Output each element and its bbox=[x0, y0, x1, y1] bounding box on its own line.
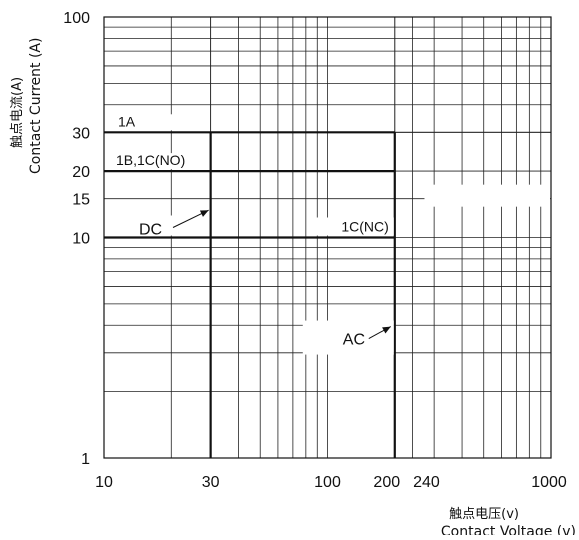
tick-layer: 10 30 100 200 240 1000 1 10 15 20 30 100 bbox=[63, 10, 567, 491]
label-backdrop bbox=[105, 215, 208, 236]
series-label-1a: 1A bbox=[118, 113, 136, 129]
y-axis-title-cn: 触点电流(A) bbox=[10, 77, 25, 148]
ac-arrow-head bbox=[382, 326, 391, 334]
y-tick-label: 100 bbox=[63, 10, 90, 27]
x-tick-label: 1000 bbox=[531, 474, 567, 491]
x-axis-title: Contact Voltage (v) bbox=[441, 524, 576, 535]
y-tick-label: 20 bbox=[72, 164, 90, 181]
y-tick-label: 30 bbox=[72, 125, 90, 142]
annotation-dc: DC bbox=[139, 222, 162, 239]
y-tick-label: 1 bbox=[81, 451, 90, 468]
series-label-1c-nc: 1C(NC) bbox=[341, 219, 388, 235]
label-backdrop bbox=[105, 114, 208, 131]
y-tick-label: 15 bbox=[72, 192, 90, 209]
y-axis-title: Contact Current (A) bbox=[28, 38, 44, 174]
label-layer: 1A 1B,1C(NO) 1C(NC) DC AC 触点电流(A) Contac… bbox=[10, 38, 576, 540]
dc-arrow-head bbox=[199, 210, 209, 217]
x-tick-label: 10 bbox=[95, 474, 113, 491]
label-backdrop bbox=[302, 320, 394, 355]
x-tick-label: 100 bbox=[314, 474, 341, 491]
label-backdrop bbox=[424, 184, 550, 207]
plot-frame bbox=[103, 16, 552, 459]
x-axis-title-cn: 触点电压(v) bbox=[449, 507, 519, 522]
x-tick-label: 240 bbox=[413, 474, 440, 491]
annotation-ac: AC bbox=[343, 332, 365, 349]
x-tick-label: 30 bbox=[202, 474, 220, 491]
y-tick-label: 10 bbox=[72, 231, 90, 248]
label-backdrop bbox=[105, 153, 208, 170]
x-tick-label: 200 bbox=[373, 474, 400, 491]
label-backdrop bbox=[310, 217, 394, 236]
series-layer bbox=[104, 114, 550, 458]
series-label-1b1c-no: 1B,1C(NO) bbox=[116, 152, 185, 168]
